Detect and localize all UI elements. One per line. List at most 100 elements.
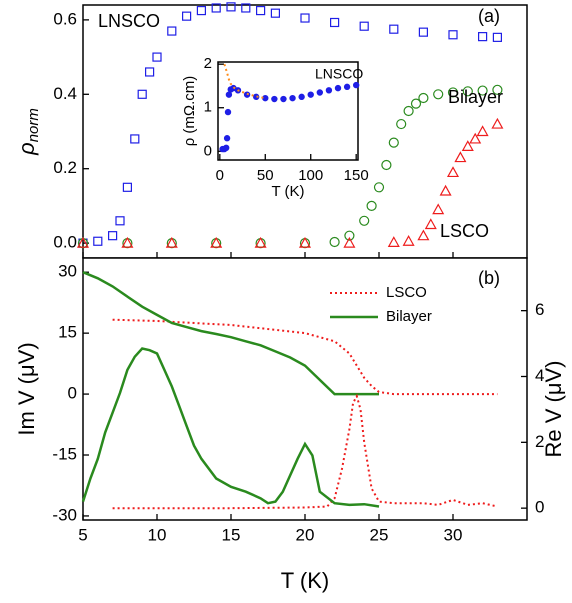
legend-label: LSCO xyxy=(386,284,427,301)
y-axis-label-main: ρ (mΩ.cm) xyxy=(181,76,198,147)
marker xyxy=(396,118,407,130)
marker xyxy=(469,132,482,144)
marker xyxy=(330,17,340,28)
marker xyxy=(352,81,360,89)
y-tick-label: 0.6 xyxy=(53,9,77,28)
annotation: LNSCO xyxy=(315,66,363,82)
y-axis-label: ρnorm xyxy=(14,108,42,156)
marker xyxy=(225,91,233,98)
marker xyxy=(145,67,155,77)
marker xyxy=(477,85,488,96)
marker xyxy=(447,87,459,98)
annotation: (b) xyxy=(478,268,500,288)
marker xyxy=(448,30,458,40)
marker xyxy=(373,182,385,193)
marker xyxy=(121,236,134,248)
x-tick-label: 0 xyxy=(216,167,224,184)
marker xyxy=(492,84,503,95)
marker xyxy=(93,236,103,246)
marker xyxy=(270,8,280,18)
series-line xyxy=(223,63,266,100)
marker xyxy=(211,3,221,13)
marker xyxy=(343,83,351,91)
marker xyxy=(491,117,504,129)
marker xyxy=(115,216,125,226)
annotation: (a) xyxy=(478,6,500,26)
marker xyxy=(366,200,377,212)
marker xyxy=(316,89,324,96)
marker xyxy=(107,231,118,241)
marker xyxy=(254,236,267,248)
marker xyxy=(289,94,296,102)
marker xyxy=(329,236,340,248)
y-axis-label-main: ρ xyxy=(14,142,39,156)
series-line xyxy=(82,271,379,396)
marker xyxy=(210,236,223,248)
marker xyxy=(424,218,437,230)
marker xyxy=(402,235,415,246)
marker xyxy=(439,184,452,196)
marker xyxy=(152,52,162,62)
marker xyxy=(271,95,278,103)
x-tick-label: 50 xyxy=(257,167,274,184)
y2-tick-label: 0 xyxy=(535,498,544,517)
y-tick-label: 0 xyxy=(68,384,77,403)
marker xyxy=(446,166,460,178)
y2-axis-label: Re V (μV) xyxy=(541,360,566,457)
marker xyxy=(222,144,230,152)
marker xyxy=(433,89,444,100)
series-line xyxy=(112,318,498,396)
marker xyxy=(344,230,355,241)
y-tick-label: -15 xyxy=(52,444,77,463)
x-tick-label: 15 xyxy=(222,525,241,544)
marker xyxy=(462,86,473,97)
marker xyxy=(167,26,177,36)
x-tick-label: 25 xyxy=(370,525,389,544)
marker xyxy=(432,203,445,215)
y2-tick-label: 6 xyxy=(535,300,544,319)
marker xyxy=(359,215,370,226)
marker xyxy=(300,13,310,23)
marker xyxy=(334,84,342,92)
x-axis-label: T (K) xyxy=(271,183,304,200)
y2-tick-label: 4 xyxy=(535,366,544,385)
x-tick-label: 150 xyxy=(344,167,369,184)
marker xyxy=(417,229,430,241)
marker xyxy=(223,135,231,142)
y-tick-label: 0.4 xyxy=(53,84,77,103)
y-tick-label: 1 xyxy=(204,99,212,116)
y-tick-label: -30 xyxy=(52,505,77,524)
x-tick-label: 30 xyxy=(444,525,463,544)
marker xyxy=(298,93,305,101)
marker xyxy=(454,151,467,163)
annotation: LSCO xyxy=(440,221,489,241)
marker xyxy=(262,94,269,102)
marker xyxy=(387,236,400,247)
marker xyxy=(256,5,266,16)
marker xyxy=(418,92,429,104)
marker xyxy=(359,21,369,31)
marker xyxy=(381,159,392,171)
y-axis-label-sub: norm xyxy=(25,108,42,142)
plot-frame xyxy=(217,61,359,161)
marker xyxy=(298,236,312,248)
marker xyxy=(196,5,206,16)
x-tick-label: 100 xyxy=(298,167,323,184)
marker xyxy=(389,24,399,34)
marker xyxy=(76,236,90,248)
y-tick-label: 15 xyxy=(58,323,77,342)
annotation: LNSCO xyxy=(98,11,160,31)
legend-label: Bilayer xyxy=(386,308,432,325)
marker xyxy=(226,2,236,12)
marker xyxy=(182,11,192,21)
marker xyxy=(224,108,232,116)
marker xyxy=(492,32,502,42)
marker xyxy=(478,32,488,42)
y-tick-label: 0.0 xyxy=(53,233,77,252)
marker xyxy=(325,87,333,94)
annotation: Bilayer xyxy=(448,87,503,107)
marker xyxy=(403,105,414,117)
marker xyxy=(241,3,251,13)
marker xyxy=(137,89,147,99)
